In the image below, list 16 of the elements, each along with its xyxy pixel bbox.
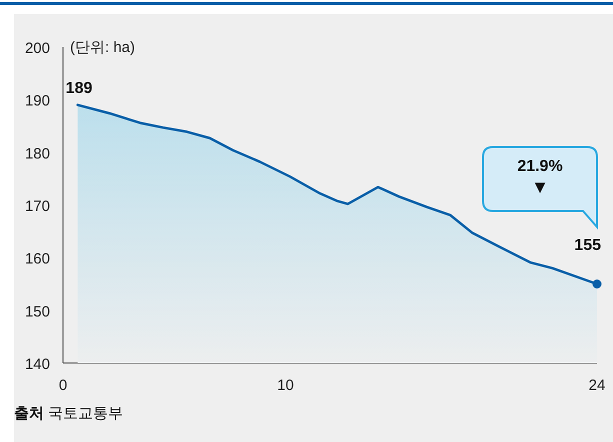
annotation: 189 (66, 80, 92, 97)
x-tick-label: 0 (58, 377, 68, 394)
y-tick-label: 180 (24, 145, 50, 162)
x-tick-label: 24 (588, 377, 606, 394)
y-tick-label: 190 (24, 92, 50, 110)
annotation: 155 (574, 237, 602, 254)
annotation: ▼ (531, 177, 549, 197)
y-axis-title: (단위: ha) (70, 39, 136, 56)
y-tick-label: 200 (24, 40, 50, 57)
annotation: 21.9% (517, 158, 563, 175)
text: 출처 국토교통부 (14, 405, 124, 422)
y-tick-label: 160 (24, 250, 50, 268)
y-tick-label: 170 (24, 198, 50, 215)
y-tick-label: 150 (24, 303, 50, 320)
x-tick-label: 10 (277, 377, 294, 394)
y-tick-label: 140 (24, 356, 50, 373)
